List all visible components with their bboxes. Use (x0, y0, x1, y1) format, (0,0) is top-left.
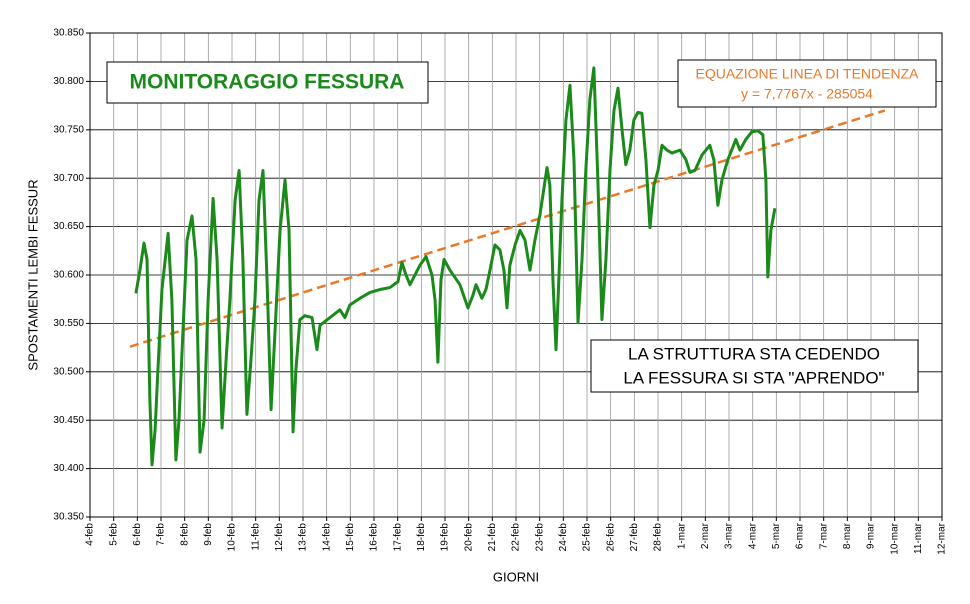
y-tick-label: 30.350 (53, 512, 84, 523)
x-tick-label: 12-mar (937, 522, 948, 554)
x-tick-label: 26-feb (605, 523, 616, 552)
plot-border (89, 32, 943, 518)
y-tick-label: 30.400 (53, 463, 84, 474)
chart-title: MONITORAGGIO FESSURA (130, 71, 405, 94)
x-tick-label: 11-feb (250, 523, 261, 551)
x-tick-label: 10-feb (227, 523, 238, 552)
x-tick-label: 18-feb (416, 523, 427, 552)
x-tick-label: 6-feb (132, 523, 143, 546)
y-tick-label: 30.800 (53, 76, 84, 87)
y-tick-label: 30.650 (53, 221, 84, 232)
equation-title: EQUAZIONE LINEA DI TENDENZA (695, 66, 919, 82)
data-line (134, 66, 777, 467)
x-tick-label: 28-feb (653, 523, 664, 552)
x-tick-label: 4-feb (85, 523, 96, 546)
x-tick-label: 15-feb (345, 523, 356, 552)
x-tick-label: 12-feb (274, 523, 285, 552)
x-tick-label: 7-feb (156, 523, 167, 546)
x-tick-label: 25-feb (582, 523, 593, 552)
x-tick-label: 6-mar (795, 522, 806, 549)
x-tick-label: 9-mar (866, 522, 877, 549)
x-tick-label: 9-feb (203, 523, 214, 546)
y-axis-label: SPOSTAMENTI LEMBI FESSUR (25, 179, 40, 370)
x-tick-label: 23-feb (534, 523, 545, 552)
x-tick-label: 27-feb (629, 523, 640, 552)
x-tick-label: 11-mar (913, 522, 924, 554)
x-tick-label: 14-feb (321, 523, 332, 552)
y-tick-label: 30.500 (53, 366, 84, 377)
x-tick-label: 2-mar (700, 522, 711, 549)
y-tick-label: 30.700 (53, 173, 84, 184)
note-line: LA FESSURA SI STA "APRENDO" (623, 368, 884, 387)
x-tick-label: 13-feb (298, 523, 309, 552)
x-tick-label: 3-mar (724, 522, 735, 549)
x-tick-label: 21-feb (487, 523, 498, 552)
note-box (590, 339, 919, 393)
y-tick-label: 30.600 (53, 270, 84, 281)
x-tick-label: 4-mar (747, 522, 758, 549)
x-tick-label: 10-mar (889, 522, 900, 554)
x-tick-label: 5-mar (771, 522, 782, 549)
x-tick-label: 20-feb (463, 523, 474, 552)
y-tick-label: 30.550 (53, 318, 84, 329)
y-tick-label: 30.850 (53, 28, 84, 39)
x-tick-label: 8-mar (842, 522, 853, 549)
equation: y = 7,7767x - 285054 (741, 86, 873, 102)
title-box (106, 61, 429, 104)
y-tick-label: 30.450 (53, 415, 84, 426)
x-tick-label: 1-mar (676, 522, 687, 549)
x-tick-label: 16-feb (369, 523, 380, 552)
x-tick-label: 7-mar (818, 522, 829, 549)
x-tick-label: 19-feb (440, 523, 451, 552)
y-tick-label: 30.750 (53, 124, 84, 135)
x-tick-label: 8-feb (179, 523, 190, 546)
x-tick-label: 17-feb (392, 523, 403, 552)
x-tick-label: 22-feb (511, 523, 522, 552)
x-tick-label: 5-feb (108, 523, 119, 546)
x-axis-label: GIORNI (493, 569, 539, 584)
x-tick-label: 24-feb (558, 523, 569, 552)
equation-box (677, 59, 937, 108)
note-line: LA STRUTTURA STA CEDENDO (628, 344, 880, 363)
